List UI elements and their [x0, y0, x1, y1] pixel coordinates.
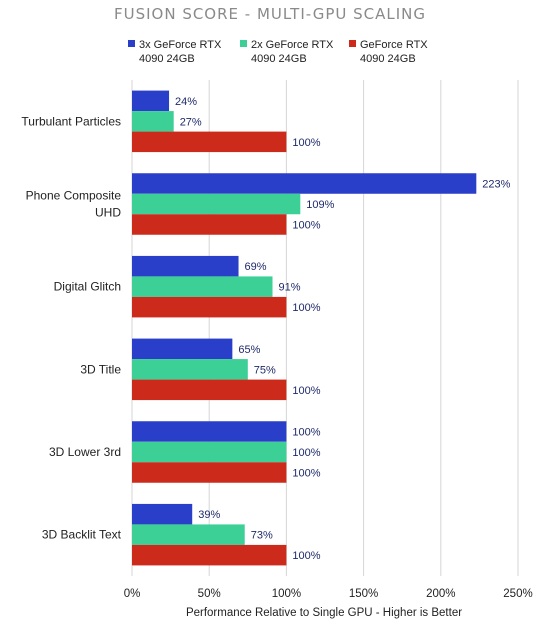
x-axis-label: Performance Relative to Single GPU - Hig…	[186, 607, 462, 619]
category-label: 3D Lower 3rd	[49, 445, 121, 459]
bar	[132, 214, 287, 235]
category-label: 3D Backlit Text	[42, 528, 122, 542]
category-label: Phone Composite UHD	[26, 189, 122, 220]
data-label: 109%	[306, 199, 334, 211]
bar	[132, 90, 170, 112]
bar-group-phone-composite-uhd: 223% 109% 100%	[132, 173, 511, 235]
tick-label: 200%	[426, 588, 455, 600]
data-label: 65%	[238, 344, 260, 356]
tick-label: 50%	[198, 588, 221, 600]
legend-item-3: GeForce RTX 4090 24GB	[349, 39, 428, 65]
bar	[132, 276, 273, 297]
data-label: 100%	[292, 385, 320, 397]
category-label: Digital Glitch	[54, 280, 121, 294]
legend-label: 4090 24GB	[251, 53, 307, 65]
data-label: 100%	[292, 550, 320, 562]
bar-group-digital-glitch: 69% 91% 100%	[132, 255, 321, 318]
bar	[132, 524, 245, 545]
bar	[132, 338, 233, 360]
bar-group-3d-backlit-text: 39% 73% 100%	[132, 503, 321, 566]
gridlines	[131, 80, 519, 576]
bar	[132, 111, 174, 132]
bar	[132, 131, 287, 153]
bar	[132, 173, 477, 194]
legend: 3x GeForce RTX 4090 24GB 2x GeForce RTX 409…	[128, 39, 428, 65]
bar-group-3d-title: 65% 75% 100%	[132, 338, 321, 401]
data-label: 100%	[292, 427, 320, 439]
chart-title: FUSION SCORE - MULTI-GPU SCALING	[114, 5, 426, 23]
category-label: Turbulant Particles	[21, 114, 121, 128]
category-labels: Turbulant Particles Phone Composite UHD Dig…	[21, 114, 121, 541]
data-label: 39%	[198, 509, 220, 521]
tick-label: 150%	[349, 588, 378, 600]
data-label: 100%	[292, 468, 320, 480]
bar	[132, 193, 301, 215]
bar	[132, 359, 248, 380]
bar	[132, 544, 287, 566]
legend-item-1: 3x GeForce RTX 4090 24GB	[128, 39, 222, 65]
data-label: 223%	[482, 179, 510, 191]
category-label: 3D Title	[80, 362, 121, 376]
tick-label: 0%	[124, 588, 141, 600]
legend-label: 2x GeForce RTX	[251, 39, 334, 51]
data-label: 100%	[292, 447, 320, 459]
bars: 24% 27% 100% 223% 109% 100% 69% 91% 100% 65% 75% 10…	[132, 90, 511, 566]
legend-label: 4090 24GB	[360, 53, 416, 65]
bar-group-3d-lower-3rd: 100% 100% 100%	[132, 421, 321, 483]
data-label: 100%	[292, 302, 320, 314]
data-label: 91%	[279, 282, 301, 294]
data-label: 100%	[292, 137, 320, 149]
bar	[132, 379, 287, 401]
bar	[132, 441, 287, 463]
data-label: 69%	[245, 261, 267, 273]
data-label: 27%	[180, 116, 202, 128]
bar	[132, 421, 287, 442]
data-label: 73%	[251, 530, 273, 542]
bar	[132, 462, 287, 483]
legend-label: GeForce RTX	[360, 39, 428, 51]
legend-swatch	[128, 40, 135, 47]
tick-label: 250%	[503, 588, 532, 600]
legend-swatch	[349, 40, 356, 47]
bar	[132, 503, 193, 525]
legend-label: 4090 24GB	[139, 53, 195, 65]
tick-label: 100%	[272, 588, 301, 600]
legend-item-2: 2x GeForce RTX 4090 24GB	[240, 39, 334, 65]
data-label: 24%	[175, 96, 197, 108]
bar	[132, 296, 287, 318]
x-axis-ticks: 0% 50% 100% 150% 200% 250%	[124, 588, 533, 600]
data-label: 75%	[254, 364, 276, 376]
legend-swatch	[240, 40, 247, 47]
bar-group-turbulant-particles: 24% 27% 100%	[132, 90, 321, 153]
bar	[132, 255, 239, 277]
data-label: 100%	[292, 220, 320, 232]
legend-label: 3x GeForce RTX	[139, 39, 222, 51]
